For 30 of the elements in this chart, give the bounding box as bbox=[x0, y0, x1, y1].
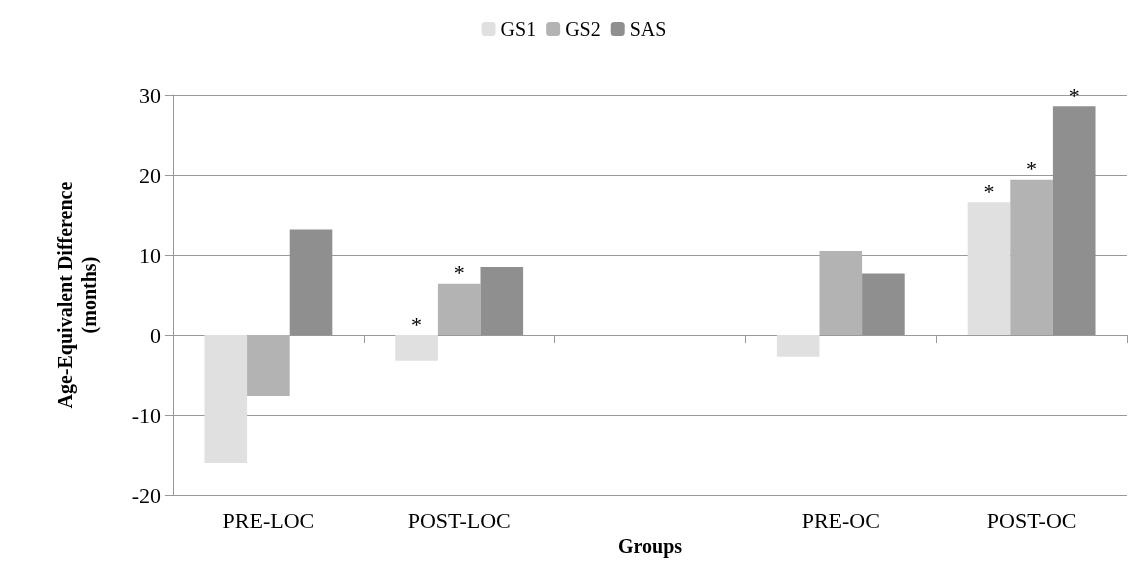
bar bbox=[247, 335, 290, 396]
x-tick-label: PRE-OC bbox=[801, 507, 880, 533]
bar bbox=[819, 251, 863, 336]
bar bbox=[862, 273, 905, 336]
y-tick-label: 20 bbox=[139, 162, 161, 188]
x-tick-label: POST-LOC bbox=[407, 507, 511, 533]
y-tick-label: 30 bbox=[139, 82, 161, 108]
bar bbox=[480, 267, 524, 336]
y-tick-label: 10 bbox=[139, 242, 161, 268]
legend-label: SAS bbox=[629, 18, 667, 40]
data-label: * bbox=[453, 260, 465, 286]
bar bbox=[395, 335, 438, 361]
y-axis-title: Age-Equivalent Difference (months) bbox=[54, 181, 101, 409]
data-label: * bbox=[983, 178, 995, 204]
y-tick-label: -20 bbox=[131, 482, 161, 508]
bar bbox=[1010, 179, 1053, 336]
bar bbox=[204, 335, 248, 464]
data-label: * bbox=[411, 311, 423, 337]
x-axis-title: Groups bbox=[617, 535, 683, 558]
legend-label: GS2 bbox=[565, 18, 601, 40]
x-tick-label: PRE-LOC bbox=[222, 507, 315, 533]
legend-label: GS1 bbox=[500, 18, 537, 40]
bar bbox=[967, 202, 1011, 336]
y-tick-label: -10 bbox=[131, 402, 161, 428]
x-tick-label: POST-OC bbox=[986, 507, 1077, 533]
data-label: * bbox=[1026, 156, 1038, 182]
data-label: * bbox=[1068, 82, 1080, 108]
y-tick-label: 0 bbox=[150, 322, 161, 348]
bar bbox=[776, 335, 820, 357]
bar bbox=[437, 283, 481, 336]
